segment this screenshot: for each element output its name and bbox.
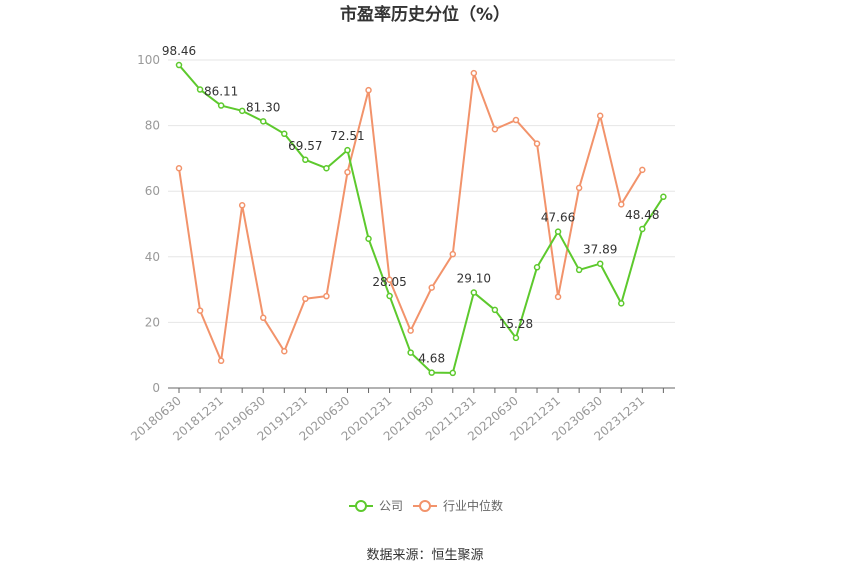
data-point-company[interactable] — [533, 264, 541, 271]
data-point-industry-median[interactable] — [281, 348, 288, 355]
data-point-company[interactable] — [259, 118, 267, 125]
data-label: 47.66 — [541, 211, 575, 225]
series-line-company — [178, 64, 665, 374]
data-labels: 98.46 86.11 81.30 69.57 72.51 28.05 4.68 29.10 1… — [162, 44, 660, 366]
data-point-company[interactable] — [302, 156, 309, 164]
data-label: 15.28 — [499, 317, 533, 331]
data-point-company[interactable] — [344, 146, 351, 154]
data-point-industry-median[interactable] — [407, 327, 414, 334]
data-point-company[interactable] — [639, 225, 646, 233]
data-point-company[interactable] — [407, 349, 414, 356]
data-point-industry-median[interactable] — [217, 357, 225, 365]
data-point-industry-median[interactable] — [512, 116, 520, 124]
data-point-company[interactable] — [618, 300, 625, 307]
data-point-company[interactable] — [217, 102, 225, 109]
legend-label-company: 公司 — [379, 499, 403, 513]
data-point-industry-median[interactable] — [449, 250, 457, 258]
data-point-industry-median[interactable] — [365, 86, 372, 94]
data-point-industry-median[interactable] — [554, 293, 562, 301]
data-label: 29.10 — [457, 272, 491, 286]
data-point-company[interactable] — [554, 228, 562, 235]
legend-marker-company — [355, 500, 367, 512]
y-tick-label: 60 — [145, 184, 160, 198]
legend[interactable]: 公司 行业中位数 — [349, 498, 503, 513]
y-tick-label: 100 — [137, 53, 160, 67]
data-point-industry-median[interactable] — [491, 125, 499, 133]
chart-title: 市盈率历史分位（%） — [340, 4, 510, 25]
data-point-industry-median[interactable] — [470, 69, 478, 77]
legend-label-industry-median: 行业中位数 — [443, 498, 503, 513]
data-point-company[interactable] — [449, 369, 457, 377]
data-label: 98.46 — [162, 44, 196, 58]
data-point-industry-median[interactable] — [386, 276, 393, 284]
data-point-industry-median[interactable] — [302, 295, 309, 303]
legend-marker-industry-median — [419, 500, 431, 512]
data-point-company[interactable] — [323, 164, 330, 172]
y-tick-label: 20 — [145, 315, 160, 329]
data-label: 72.51 — [330, 129, 364, 143]
data-point-company[interactable] — [512, 334, 520, 342]
data-point-industry-median[interactable] — [323, 292, 330, 300]
grid — [168, 59, 675, 323]
data-point-company[interactable] — [281, 130, 288, 138]
series-layer — [175, 61, 667, 377]
data-point-industry-median[interactable] — [428, 284, 435, 291]
data-point-industry-median[interactable] — [238, 202, 246, 209]
data-point-company[interactable] — [175, 61, 183, 69]
data-point-company[interactable] — [596, 260, 604, 267]
data-label: 48.48 — [625, 208, 659, 222]
data-label: 28.05 — [372, 275, 406, 289]
data-point-company[interactable] — [196, 86, 204, 93]
y-tick-label: 80 — [145, 119, 160, 133]
data-label: 4.68 — [418, 352, 445, 366]
data-point-industry-median[interactable] — [639, 166, 646, 174]
data-label: 37.89 — [583, 243, 617, 257]
data-point-industry-median[interactable] — [575, 184, 583, 192]
data-point-company[interactable] — [428, 369, 435, 376]
data-label: 69.57 — [288, 139, 322, 153]
data-point-company[interactable] — [365, 235, 372, 243]
data-point-industry-median[interactable] — [596, 112, 604, 120]
data-point-company[interactable] — [386, 292, 393, 300]
data-point-industry-median[interactable] — [533, 140, 541, 147]
data-point-industry-median[interactable] — [175, 164, 183, 172]
data-label: 81.30 — [246, 100, 280, 114]
data-point-industry-median[interactable] — [344, 168, 351, 176]
y-tick-label: 40 — [145, 250, 160, 264]
data-point-industry-median[interactable] — [618, 201, 625, 208]
data-point-company[interactable] — [660, 193, 667, 201]
data-point-company[interactable] — [491, 306, 499, 314]
y-tick-label: 0 — [152, 381, 160, 395]
source-note: 数据来源：恒生聚源 — [366, 548, 483, 563]
data-point-company[interactable] — [575, 266, 583, 274]
legend-item-industry-median[interactable]: 行业中位数 — [413, 498, 503, 513]
data-point-company[interactable] — [470, 289, 478, 296]
legend-item-company[interactable]: 公司 — [349, 499, 403, 513]
data-label: 86.11 — [204, 85, 238, 99]
data-point-company[interactable] — [238, 107, 246, 115]
data-point-industry-median[interactable] — [259, 314, 267, 322]
data-point-industry-median[interactable] — [196, 307, 204, 314]
